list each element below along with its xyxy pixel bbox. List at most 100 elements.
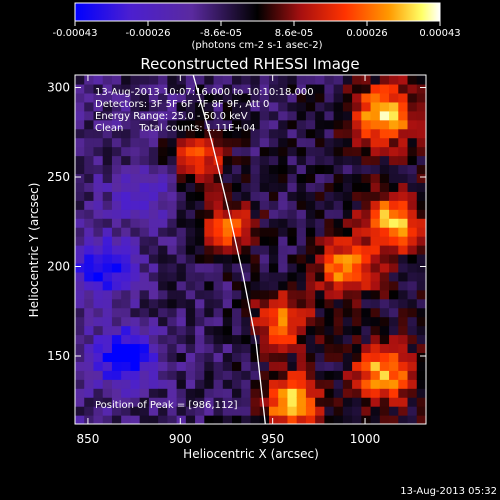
heatmap-cell [232, 92, 242, 103]
heatmap-cell [84, 325, 95, 336]
heatmap-cell [232, 155, 242, 166]
heatmap-cell [148, 325, 159, 336]
heatmap-cell [352, 316, 362, 327]
heatmap-cell [121, 262, 132, 273]
heatmap-cell [167, 280, 178, 291]
heatmap-cell [250, 119, 261, 130]
heatmap-cell [315, 361, 325, 371]
heatmap-cell [148, 236, 159, 246]
heatmap-cell [213, 191, 224, 201]
heatmap-cell [379, 128, 390, 139]
heatmap-cell [250, 209, 261, 219]
heatmap-cell [268, 191, 279, 201]
colorbar-gradient [74, 2, 441, 22]
heatmap-cell [204, 262, 215, 273]
heatmap-cell [93, 388, 104, 398]
heatmap-cell [130, 182, 141, 192]
heatmap-cell [305, 146, 316, 157]
colorbar-tick-label: -0.00043 [53, 28, 98, 39]
heatmap-cell [232, 370, 242, 380]
heatmap-cell [287, 191, 298, 201]
heatmap-cell [222, 415, 233, 424]
heatmap-cell [102, 343, 113, 354]
heatmap-cell [222, 227, 233, 237]
heatmap-cell [167, 83, 178, 94]
heatmap-cell [416, 370, 426, 380]
heatmap-cell [342, 155, 353, 166]
heatmap-cell [278, 227, 289, 237]
heatmap-cell [232, 128, 242, 139]
heatmap-cell [416, 182, 426, 192]
heatmap-cell [130, 164, 141, 175]
heatmap-cell [75, 415, 85, 424]
heatmap-cell [139, 406, 150, 416]
heatmap-cell [121, 209, 132, 219]
heatmap-cell [130, 316, 141, 327]
heatmap-cell [305, 271, 316, 282]
heatmap-cell [278, 406, 289, 416]
heatmap-cell [268, 253, 279, 264]
heatmap-cell [241, 307, 252, 318]
heatmap-cell [315, 119, 325, 130]
heatmap-cell [102, 325, 113, 336]
heatmap-cell [84, 307, 95, 318]
heatmap-cell [111, 75, 122, 85]
heatmap-cell [296, 191, 307, 201]
heatmap-cell [167, 352, 178, 362]
heatmap-cell [389, 128, 399, 139]
heatmap-cell [222, 236, 233, 246]
heatmap-cell [416, 298, 426, 309]
heatmap-cell [361, 334, 372, 345]
heatmap-cell [102, 101, 113, 112]
heatmap-cell [204, 92, 215, 103]
heatmap-cell [407, 75, 418, 85]
heatmap-cell [148, 361, 159, 371]
heatmap-cell [315, 397, 325, 407]
footer-timestamp: 13-Aug-2013 05:32 [400, 486, 497, 497]
y-tick-label: 300 [47, 81, 70, 95]
heatmap-cell [176, 352, 187, 362]
heatmap-cell [324, 200, 335, 210]
heatmap-cell [352, 361, 362, 371]
heatmap-cell [93, 155, 104, 166]
heatmap-cell [241, 200, 252, 210]
heatmap-cell [315, 128, 325, 139]
heatmap-cell [93, 200, 104, 210]
heatmap-cell [305, 155, 316, 166]
heatmap-cell [305, 406, 316, 416]
heatmap-cell [287, 75, 298, 85]
heatmap-cell [379, 307, 390, 318]
heatmap-cell [84, 245, 95, 255]
heatmap-cell [389, 245, 399, 255]
heatmap-cell [148, 397, 159, 407]
heatmap-cell [296, 253, 307, 264]
heatmap-cell [287, 227, 298, 237]
heatmap-cell [75, 253, 85, 264]
heatmap-cell [139, 155, 150, 166]
heatmap-cell [389, 83, 399, 94]
heatmap-cell [389, 307, 399, 318]
heatmap-cell [305, 245, 316, 255]
heatmap-cell [250, 245, 261, 255]
heatmap-cell [222, 253, 233, 264]
heatmap-cell [315, 75, 325, 85]
heatmap-cell [102, 334, 113, 345]
heatmap-cell [379, 92, 390, 103]
heatmap-cell [398, 271, 409, 282]
heatmap-cell [379, 236, 390, 246]
heatmap-cell [222, 155, 233, 166]
heatmap-cell [315, 325, 325, 336]
heatmap-cell [250, 83, 261, 94]
heatmap-cell [93, 352, 104, 362]
heatmap-cell [148, 370, 159, 380]
heatmap-cell [102, 191, 113, 201]
heatmap-cell [148, 253, 159, 264]
heatmap-cell [75, 92, 85, 103]
heatmap-cell [232, 334, 242, 345]
heatmap-cell [232, 280, 242, 291]
heatmap-cell [111, 253, 122, 264]
heatmap-cell [111, 83, 122, 94]
heatmap-cell [130, 370, 141, 380]
heatmap-cell [342, 236, 353, 246]
heatmap-cell [176, 110, 187, 121]
